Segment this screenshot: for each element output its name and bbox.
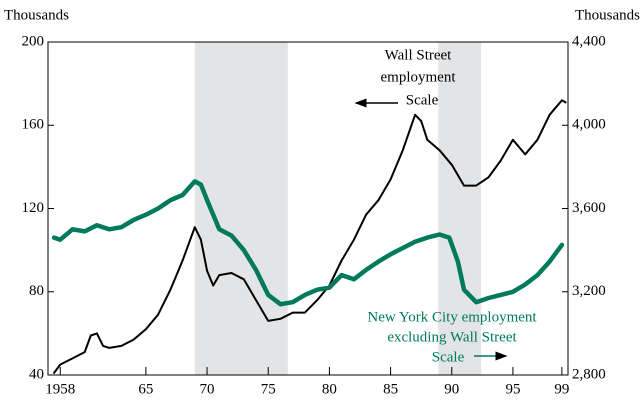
- x-tick-label: 90: [444, 381, 459, 397]
- series-line: [53, 99, 567, 374]
- x-tick-label: 80: [322, 381, 337, 397]
- x-tick-label: 85: [383, 381, 398, 397]
- y-tick-label: 120: [22, 200, 45, 216]
- y-tick-label: 40: [29, 366, 44, 382]
- x-tick-label: 99: [554, 381, 569, 397]
- x-tick-label: 75: [261, 381, 276, 397]
- y2-tick-label: 4,400: [572, 33, 606, 49]
- y-tick-label: 200: [22, 33, 45, 49]
- shaded-period: [438, 42, 482, 375]
- y2-tick-label: 4,000: [572, 117, 606, 133]
- y2-tick-label: 2,800: [572, 366, 606, 382]
- annotation: Scale: [406, 92, 439, 108]
- annotation: Wall Street: [385, 47, 453, 63]
- y-tick-label: 80: [29, 283, 44, 299]
- y2-axis-label: Thousands: [575, 7, 640, 23]
- y-axis-label: Thousands: [4, 7, 69, 23]
- annotation: employment: [381, 69, 457, 85]
- shading-layer: [194, 42, 482, 375]
- annotation: Scale: [432, 349, 465, 365]
- x-tick-label: 95: [505, 381, 520, 397]
- y2-tick-label: 3,600: [572, 200, 606, 216]
- y-tick-label: 160: [22, 117, 45, 133]
- x-tick-label: 65: [138, 381, 153, 397]
- annotation: excluding Wall Street: [387, 329, 517, 345]
- y2-tick-label: 3,200: [572, 283, 606, 299]
- series-line: [51, 179, 565, 307]
- x-tick-label: 1958: [45, 381, 75, 397]
- annotation: New York City employment: [367, 309, 537, 325]
- x-tick-label: 70: [200, 381, 215, 397]
